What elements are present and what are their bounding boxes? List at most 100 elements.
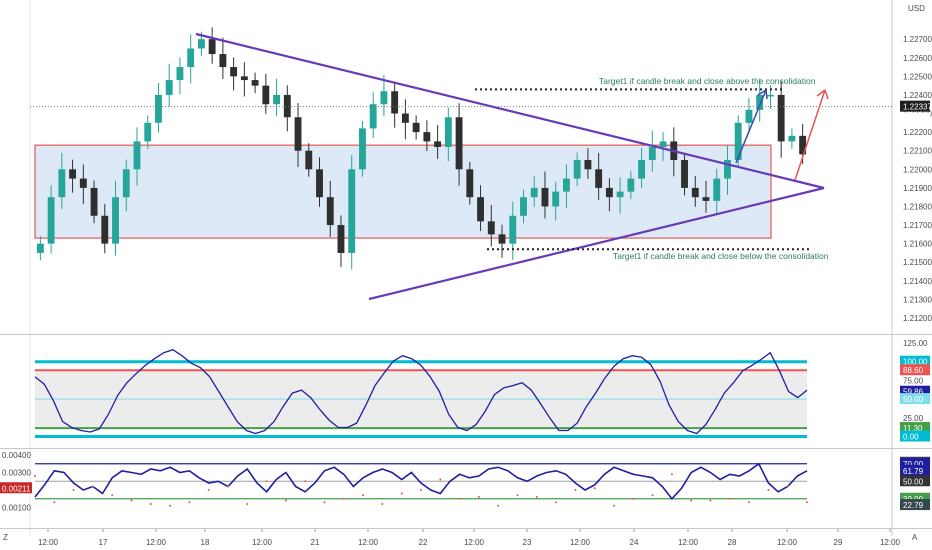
time-tick-label: 12:00: [38, 538, 59, 547]
candle-body: [380, 91, 388, 105]
osc1-badge: 59.86: [903, 388, 924, 397]
osc1-badge-bg: [900, 385, 930, 397]
osc2-dot: [651, 494, 654, 497]
price-tick-label: 1.22100: [903, 147, 932, 156]
osc2-dot: [149, 503, 152, 505]
candle-body: [283, 94, 291, 118]
candle-body: [455, 117, 463, 170]
price-tick-label: 1.22700: [903, 35, 932, 44]
candle-body: [348, 169, 356, 253]
osc2-badge: 50.00: [903, 477, 924, 486]
osc2-dot: [246, 503, 249, 505]
candle-body: [58, 169, 66, 198]
osc2-dot: [362, 494, 365, 497]
osc1-badge-bg: [900, 355, 930, 367]
osc2-dot: [632, 497, 635, 500]
candle-body: [648, 146, 656, 160]
candle-body: [659, 141, 667, 147]
candle-body: [423, 132, 431, 142]
osc2-left-badge-bg: [0, 482, 32, 494]
candle-body: [251, 80, 259, 86]
countdown-badge-bg: [900, 112, 930, 124]
candle-body: [90, 187, 98, 216]
forecast-arrows[interactable]: [735, 89, 829, 181]
osc2-dot: [613, 504, 615, 507]
candle-body: [112, 197, 119, 244]
corner-label-right: A: [912, 533, 918, 542]
time-tick-label: 12:00: [464, 538, 485, 547]
osc2-dot: [728, 497, 731, 500]
osc2-dot: [709, 499, 712, 502]
osc1-badge: 0.00: [903, 433, 919, 442]
candle-body: [326, 197, 334, 226]
time-tick-label: 12:00: [880, 538, 901, 547]
time-tick-label: 18: [201, 538, 210, 547]
time-tick-label: 12:00: [358, 538, 379, 547]
candle-body: [305, 150, 313, 170]
candle-body: [197, 39, 205, 49]
osc1-badge-bg: [900, 422, 930, 434]
candle-body: [766, 94, 774, 97]
osc2-dot: [420, 489, 422, 491]
candle-body: [69, 169, 77, 179]
consolidation-box[interactable]: [34, 144, 772, 239]
candle-body: [36, 243, 44, 253]
osc2-line: [34, 462, 808, 501]
price-tick-label: 1.22400: [903, 91, 932, 100]
osc2-badge: 70.00: [903, 460, 924, 469]
price-tick-label: 1.22200: [903, 128, 932, 137]
osc1-badge-bg: [900, 364, 930, 376]
osc2-dot: [690, 499, 693, 502]
time-tick-label: 24: [630, 538, 639, 547]
candle-body: [79, 178, 87, 188]
price-tick-label: 1.21400: [903, 277, 932, 286]
time-tick-label: 12:00: [570, 538, 591, 547]
osc2-dot: [806, 501, 808, 504]
candle-body: [724, 160, 731, 179]
red-arrow-line: [794, 89, 826, 181]
time-axis[interactable]: 12:00 17 12:00 18 12:00 21 12:00 22 12:00 23 12:00…: [38, 529, 901, 547]
osc2-dot: [91, 485, 94, 488]
osc1-badge: 11.30: [903, 424, 923, 433]
candle-body: [627, 178, 635, 192]
osc2-dot: [111, 494, 114, 497]
osc2-badge-bg: [900, 492, 930, 504]
candle-body: [208, 39, 216, 55]
osc2-dot: [555, 501, 558, 504]
candle-body: [101, 215, 109, 244]
candle-body: [122, 169, 130, 198]
time-tick-label: 12:00: [146, 538, 167, 547]
candle-body: [799, 135, 807, 155]
osc2-badge-bg: [900, 475, 930, 487]
time-tick-label: 17: [99, 538, 108, 547]
target-up-annotation[interactable]: Target1 if candle break and close above …: [599, 76, 816, 86]
target-down-annotation[interactable]: Target1 if candle break and close below …: [613, 251, 829, 261]
candle-body: [273, 94, 280, 105]
osc2-dot: [188, 501, 191, 504]
candles: [36, 27, 807, 270]
osc2-dot: [400, 492, 403, 495]
osc2-badge-bg: [900, 499, 930, 511]
osc2-dot: [169, 504, 172, 507]
price-axis[interactable]: 1.227001.226001.225001.224001.223001.222…: [903, 35, 932, 323]
triangle-lower-line[interactable]: [368, 186, 825, 301]
osc2-dot: [767, 489, 770, 491]
price-tick-label: 1.21800: [903, 202, 932, 211]
osc2-dot: [130, 499, 133, 502]
triangle-upper-line[interactable]: [195, 32, 825, 190]
osc2-dot: [34, 475, 36, 477]
candle-body: [584, 160, 592, 170]
price-tick-label: 1.21200: [903, 314, 932, 323]
candle-body: [369, 104, 377, 129]
osc2-dot: [593, 487, 596, 490]
time-tick-label: 12:00: [252, 538, 273, 547]
candle-body: [466, 169, 474, 198]
osc2-dot: [574, 489, 577, 491]
osc2-badge: 22.79: [903, 501, 924, 510]
osc2-dot: [439, 478, 442, 481]
candle-body: [552, 191, 560, 207]
candle-body: [230, 67, 238, 77]
time-tick-label: 22: [419, 538, 428, 547]
price-tick-label: 1.21700: [903, 221, 932, 230]
